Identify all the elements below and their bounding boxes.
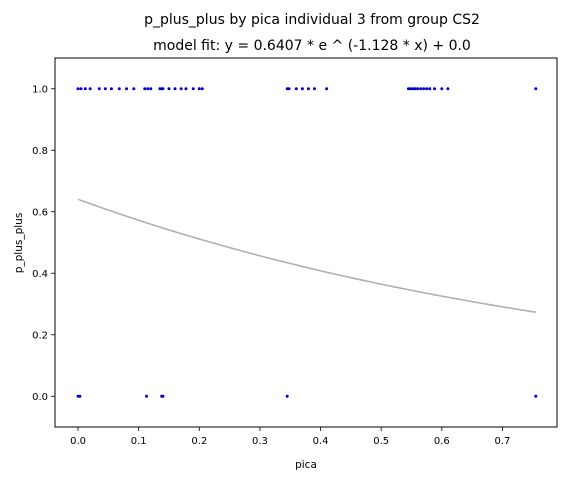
scatter-point (325, 87, 329, 91)
scatter-point (184, 87, 188, 91)
y-tick-label: 0.2 (32, 330, 48, 341)
scatter-point (294, 87, 298, 91)
scatter-point (433, 87, 437, 91)
scatter-point (161, 394, 165, 398)
scatter-point (411, 87, 415, 91)
x-tick-label: 0.5 (373, 436, 389, 447)
scatter-point (534, 394, 538, 398)
x-axis: 0.0 0.1 0.2 0.3 0.4 0.5 0.6 0.7 (70, 427, 510, 447)
x-tick-label: 0.6 (434, 436, 450, 447)
scatter-point (76, 87, 80, 91)
scatter-point (97, 87, 101, 91)
x-tick-label: 0.3 (252, 436, 268, 447)
scatter-point (425, 87, 429, 91)
scatter-point (287, 87, 291, 91)
scatter-point (125, 87, 129, 91)
scatter-point (145, 394, 149, 398)
y-tick-label: 0.0 (32, 392, 48, 403)
scatter-point (103, 87, 107, 91)
scatter-point (132, 87, 136, 91)
scatter-point (416, 87, 420, 91)
scatter-point (312, 87, 316, 91)
scatter-point (306, 87, 310, 91)
scatter-point (413, 87, 417, 91)
x-tick-label: 0.7 (494, 436, 510, 447)
x-tick-label: 0.1 (131, 436, 147, 447)
scatter-point (534, 87, 538, 91)
scatter-point (419, 87, 423, 91)
y-tick-label: 0.4 (32, 269, 48, 280)
scatter-point (446, 87, 450, 91)
plot-frame (54, 57, 558, 428)
scatter-point (285, 394, 289, 398)
scatter-point (117, 87, 121, 91)
scatter-point (88, 87, 92, 91)
scatter-point (143, 87, 147, 91)
scatter-point (440, 87, 444, 91)
y-tick-label: 0.6 (32, 207, 48, 218)
scatter-point (79, 87, 83, 91)
y-axis: 0.0 0.2 0.4 0.6 0.8 1.0 (32, 84, 55, 403)
scatter-point (200, 87, 204, 91)
x-tick-label: 0.4 (313, 436, 329, 447)
x-tick-label: 0.2 (191, 436, 207, 447)
chart-title: p_plus_plus by pica individual 3 from gr… (144, 12, 480, 28)
scatter-point (78, 394, 82, 398)
scatter-point (300, 87, 304, 91)
x-tick-label: 0.0 (70, 436, 86, 447)
scatter-point (179, 87, 183, 91)
y-tick-label: 1.0 (32, 84, 48, 95)
scatter-point (167, 87, 171, 91)
scatter-point (408, 87, 412, 91)
scatter-point (422, 87, 426, 91)
plot-marks (76, 87, 538, 398)
x-axis-label: pica (295, 459, 317, 471)
y-tick-label: 0.8 (32, 146, 48, 157)
scatter-point (83, 87, 87, 91)
scatter-point (197, 87, 201, 91)
scatter-point (109, 87, 113, 91)
scatter-point (428, 87, 432, 91)
y-axis-label: p_plus_plus (13, 213, 25, 274)
scatter-point (173, 87, 177, 91)
scatter-point (149, 87, 153, 91)
scatter-point (161, 87, 165, 91)
scatter-point (146, 87, 150, 91)
fit-curve-line (77, 198, 536, 313)
chart-subtitle: model fit: y = 0.6407 * e ^ (-1.128 * x)… (153, 38, 471, 54)
scatter-point (191, 87, 195, 91)
